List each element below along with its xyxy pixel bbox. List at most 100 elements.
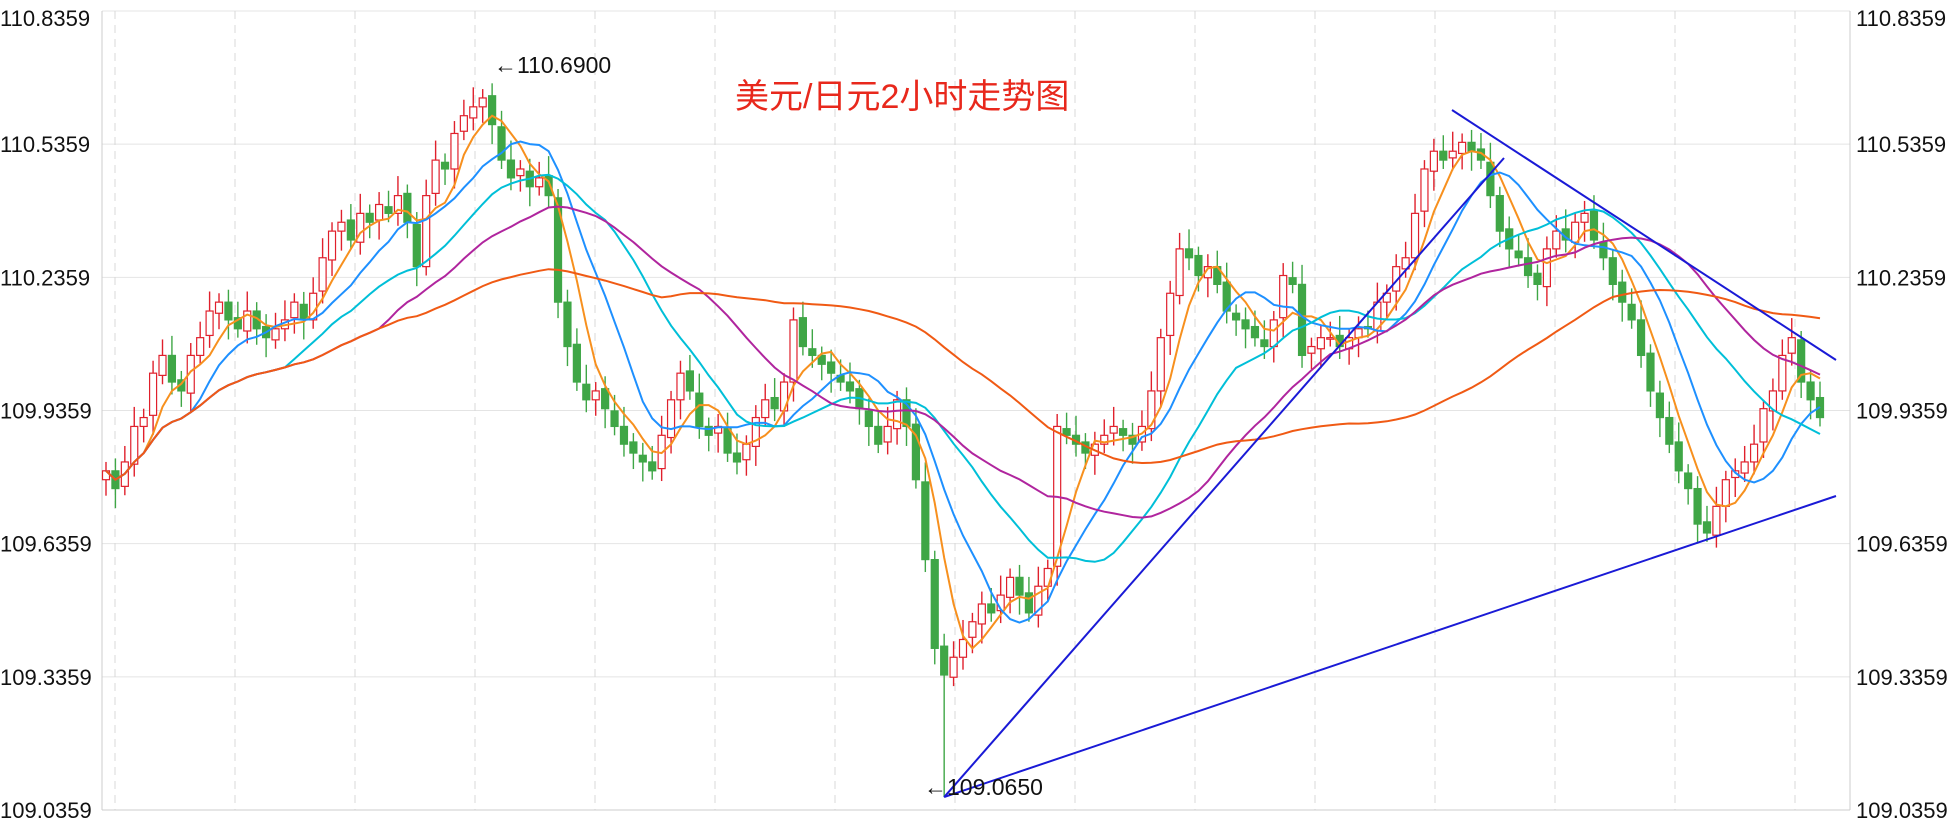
- candle-body: [1740, 461, 1749, 474]
- y-tick-label-left: 110.8359: [0, 6, 90, 31]
- candle-body: [553, 197, 563, 303]
- candle-body: [1241, 319, 1250, 330]
- candle-body: [1194, 254, 1203, 277]
- candle-body: [506, 159, 516, 179]
- y-tick-label-left: 109.6359: [0, 532, 92, 557]
- candle-body: [1552, 230, 1561, 250]
- chart-title: 美元/日元2小时走势图: [735, 78, 1069, 116]
- candle-body: [1787, 337, 1796, 354]
- annotation-high: ←110.6900: [494, 52, 611, 78]
- candle-body: [393, 195, 403, 214]
- candle-body: [1279, 274, 1288, 319]
- candle-body: [1156, 337, 1165, 392]
- candle-body: [1439, 150, 1448, 161]
- candle-body: [1166, 292, 1175, 337]
- candle-body: [337, 221, 346, 232]
- candle-body: [1269, 319, 1278, 348]
- candle-body: [761, 399, 770, 419]
- candle-body: [1147, 390, 1156, 430]
- candle-body: [299, 303, 308, 321]
- candle-body: [365, 212, 374, 223]
- candle-body: [892, 399, 902, 430]
- candle-body: [638, 454, 647, 463]
- candle-body: [440, 161, 450, 170]
- ma20-line: [105, 173, 1821, 563]
- candle-body: [1222, 281, 1231, 312]
- candle-body: [1721, 479, 1730, 507]
- candle-body: [318, 257, 327, 292]
- candle-body: [845, 381, 855, 392]
- candle-body: [1589, 210, 1599, 241]
- candle-body: [1674, 441, 1683, 472]
- candle-body: [968, 621, 977, 638]
- candle-body: [1759, 408, 1768, 443]
- candle-body: [1448, 150, 1457, 159]
- candle-body: [732, 452, 742, 463]
- candle-body: [290, 301, 299, 319]
- y-tick-label-left: 109.3359: [0, 665, 92, 690]
- candle-body: [930, 559, 939, 649]
- candle-body: [1109, 425, 1118, 434]
- candle-body: [1410, 212, 1420, 259]
- candle-body: [1486, 161, 1495, 197]
- y-tick-label-left: 109.9359: [0, 399, 92, 424]
- candle-body: [619, 425, 629, 445]
- candle-body: [1712, 505, 1721, 536]
- candle-body: [582, 383, 591, 401]
- ma10-line: [105, 140, 1821, 624]
- candle-body: [874, 425, 883, 445]
- candle-body: [1232, 312, 1241, 321]
- candle-body: [130, 425, 139, 465]
- candle-body: [1514, 250, 1523, 259]
- y-tick-label-left: 110.2359: [0, 265, 90, 290]
- trendline: [1451, 109, 1837, 361]
- candle-body: [478, 97, 487, 108]
- candle-body: [431, 159, 440, 194]
- candle-body: [158, 354, 167, 376]
- y-tick-label-right: 109.3359: [1856, 665, 1948, 690]
- candle-body: [1542, 248, 1551, 288]
- grid: [101, 10, 1851, 811]
- candle-body: [572, 343, 581, 383]
- candle-body: [1128, 434, 1137, 445]
- candle-body: [827, 361, 836, 374]
- candle-body: [1175, 248, 1184, 297]
- trendline: [943, 495, 1837, 799]
- candle-body: [1316, 337, 1325, 350]
- candle-body: [1618, 281, 1627, 303]
- candle-body: [356, 212, 365, 243]
- candle-body: [1288, 277, 1297, 285]
- candle-body: [1608, 257, 1617, 285]
- y-tick-label-right: 109.9359: [1856, 399, 1948, 424]
- candle-body: [1693, 487, 1702, 525]
- candle-body: [685, 370, 694, 392]
- candle-body: [704, 425, 713, 436]
- candle-body: [148, 372, 158, 416]
- candle-body: [1768, 390, 1778, 412]
- candle-body: [375, 203, 384, 221]
- candle-body: [535, 177, 544, 188]
- candle-body: [1326, 337, 1335, 340]
- candle-body: [186, 354, 195, 394]
- y-axis-right: 110.8359 110.5359 110.2359 109.9359 109.6359…: [1856, 6, 1948, 823]
- candle-body: [723, 428, 732, 454]
- candle-body: [601, 388, 610, 410]
- candle-body: [591, 390, 600, 401]
- candle-body: [412, 223, 421, 268]
- candle-body: [977, 603, 986, 625]
- candle-body: [224, 301, 233, 321]
- candle-body: [196, 337, 205, 357]
- candle-body: [1392, 266, 1401, 292]
- candle-body: [1665, 416, 1674, 445]
- candle-body: [1580, 212, 1589, 223]
- candle-body: [271, 328, 280, 341]
- candle-body: [139, 416, 148, 428]
- y-tick-label-right: 110.8359: [1856, 6, 1946, 31]
- candle-body: [233, 317, 242, 330]
- candle-body: [1260, 339, 1269, 348]
- candle-body: [1797, 339, 1806, 383]
- candle-body: [648, 461, 657, 472]
- candle-body: [1684, 472, 1693, 490]
